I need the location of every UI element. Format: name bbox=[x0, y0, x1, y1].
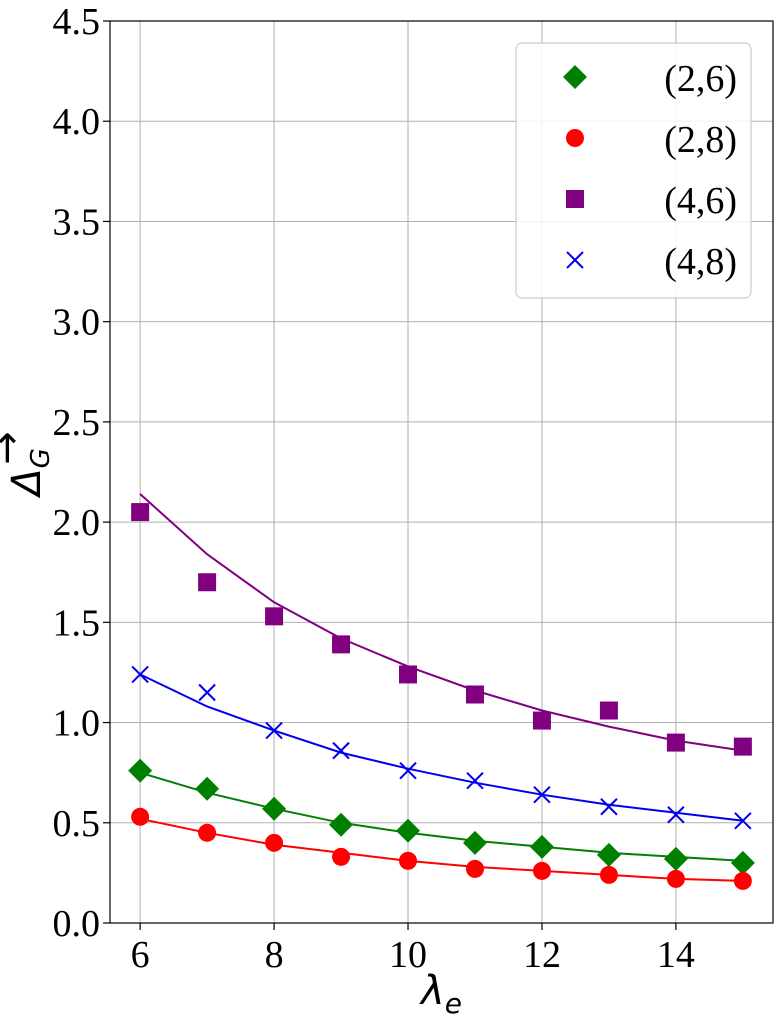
data-point-2-6 bbox=[262, 796, 287, 821]
legend: (2,6) (2,8) (4,6) (4,8) bbox=[515, 42, 752, 299]
data-point-4-6 bbox=[265, 607, 284, 626]
data-point-2-6 bbox=[396, 818, 421, 843]
data-point-4-8 bbox=[533, 786, 551, 804]
legend-marker bbox=[566, 190, 584, 208]
data-point-2-8 bbox=[131, 807, 150, 826]
data-point-2-6 bbox=[128, 758, 153, 783]
x-tick-label: 6 bbox=[131, 934, 150, 976]
data-point-4-6 bbox=[198, 573, 217, 592]
y-tick-label: 3.5 bbox=[53, 201, 101, 243]
legend-label: (4,8) bbox=[664, 241, 737, 283]
legend-label: (4,6) bbox=[664, 180, 737, 222]
legend-marker bbox=[563, 65, 587, 89]
x-tick-label: 10 bbox=[389, 934, 427, 976]
data-point-4-8 bbox=[198, 683, 216, 702]
y-axis-title-sub: G bbox=[26, 448, 56, 468]
data-point-2-8 bbox=[198, 823, 217, 842]
data-point-4-8 bbox=[600, 798, 618, 816]
data-point-4-8 bbox=[332, 741, 350, 760]
data-point-2-6 bbox=[462, 830, 487, 855]
x-axis-title-sub: e bbox=[445, 987, 462, 1020]
y-tick-label: 2.5 bbox=[53, 402, 101, 444]
data-point-2-8 bbox=[532, 861, 551, 880]
y-tick-label: 0.5 bbox=[53, 803, 101, 845]
y-tick-label: 4.5 bbox=[53, 1, 101, 43]
y-tick-label: 0.0 bbox=[53, 903, 101, 945]
data-point-4-6 bbox=[399, 665, 418, 684]
data-point-2-6 bbox=[663, 846, 688, 871]
legend-label: (2,8) bbox=[664, 119, 737, 161]
y-axis-title-main: Δ bbox=[4, 468, 50, 498]
data-point-4-8 bbox=[734, 812, 752, 830]
data-point-4-6 bbox=[599, 701, 618, 720]
data-point-4-6 bbox=[465, 685, 484, 704]
fit-line-4-8 bbox=[139, 673, 744, 822]
data-markers bbox=[128, 503, 755, 890]
data-point-2-6 bbox=[329, 812, 354, 837]
y-tick-label: 1.0 bbox=[53, 703, 101, 745]
legend-marker bbox=[566, 251, 584, 269]
data-point-4-6 bbox=[131, 503, 150, 522]
data-point-2-6 bbox=[195, 776, 220, 801]
legend-marker bbox=[566, 129, 584, 147]
data-point-2-8 bbox=[465, 859, 484, 878]
y-tick-label: 3.0 bbox=[53, 302, 101, 344]
plot-frame bbox=[109, 20, 774, 924]
svg-text:ΔG: ΔG bbox=[4, 448, 56, 499]
data-point-4-8 bbox=[265, 721, 283, 740]
data-point-2-6 bbox=[596, 842, 621, 867]
x-axis-title: λe bbox=[419, 968, 462, 1020]
y-tick-label: 4.0 bbox=[53, 101, 101, 143]
data-point-4-6 bbox=[532, 711, 551, 730]
y-tick-label: 2.0 bbox=[53, 502, 101, 544]
data-point-2-8 bbox=[399, 851, 418, 870]
data-point-4-6 bbox=[733, 737, 752, 756]
legend-item-4-6: (4,6) bbox=[566, 180, 737, 222]
x-tick-label: 12 bbox=[523, 934, 561, 976]
legend-label: (2,6) bbox=[664, 58, 737, 100]
data-point-4-8 bbox=[131, 665, 149, 684]
data-point-2-8 bbox=[599, 865, 618, 884]
data-point-2-8 bbox=[666, 869, 685, 888]
data-point-2-8 bbox=[733, 871, 752, 890]
legend-item-2-8: (2,8) bbox=[566, 119, 737, 161]
data-point-4-8 bbox=[667, 806, 685, 824]
fit-line-2-6 bbox=[139, 771, 743, 862]
x-tick-label: 8 bbox=[265, 934, 284, 976]
data-point-4-8 bbox=[466, 771, 484, 790]
fit-line-2-8 bbox=[139, 817, 743, 882]
axis-ticks: 6 8 10 12 14 0.0 0.5 1.0 1.5 2.0 2.5 3.0 3.5 4.0 4.5 bbox=[53, 1, 695, 976]
data-point-2-6 bbox=[529, 834, 554, 859]
x-axis-title-main: λ bbox=[419, 968, 445, 1014]
legend-item-4-8: (4,8) bbox=[566, 241, 737, 283]
legend-item-2-6: (2,6) bbox=[563, 58, 737, 100]
x-tick-label: 14 bbox=[657, 934, 695, 976]
data-point-4-6 bbox=[666, 733, 685, 752]
data-point-2-8 bbox=[265, 833, 284, 852]
y-axis-title: ΔG → bbox=[0, 431, 56, 499]
fit-lines bbox=[139, 493, 744, 882]
data-point-4-8 bbox=[399, 761, 417, 780]
data-point-4-6 bbox=[332, 635, 351, 654]
y-tick-label: 1.5 bbox=[53, 602, 101, 644]
data-point-2-8 bbox=[332, 847, 351, 866]
fit-line-4-6 bbox=[139, 493, 744, 752]
legend-box bbox=[515, 42, 752, 299]
data-point-2-6 bbox=[730, 850, 755, 875]
y-axis-title-accent: → bbox=[0, 431, 30, 465]
